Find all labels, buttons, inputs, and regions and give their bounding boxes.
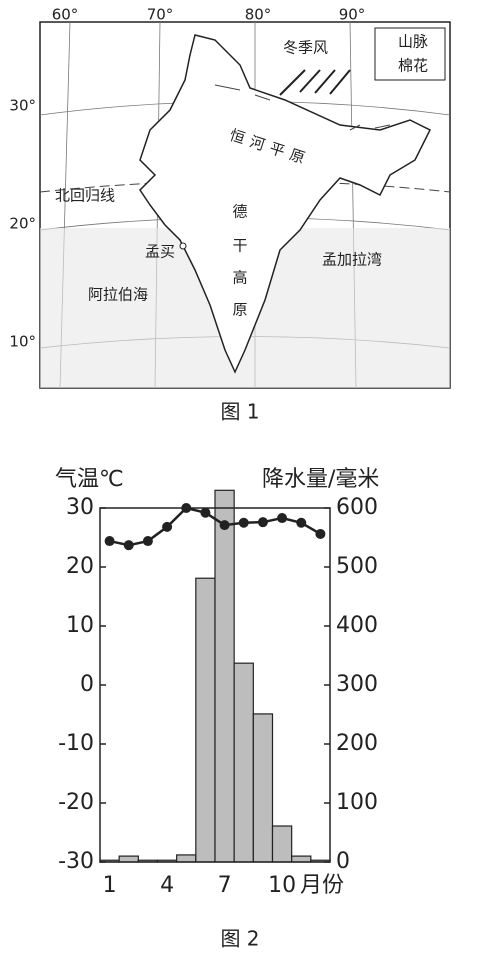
deccan-char: 德 xyxy=(232,203,247,221)
deccan-char: 干 xyxy=(232,237,247,255)
bar xyxy=(252,713,274,863)
y2-tick-label: 300 xyxy=(336,672,378,697)
y2-tick-label: 500 xyxy=(336,554,378,579)
city-label: 孟买 xyxy=(145,243,175,261)
mumbai-dot xyxy=(179,242,187,250)
sea-label: 孟加拉湾 xyxy=(322,251,382,269)
bar xyxy=(214,489,235,863)
y2-axis-label: 降水量/毫米 xyxy=(262,467,379,492)
temperature-point xyxy=(277,513,288,524)
y-tick-label: -20 xyxy=(58,790,94,815)
sea-label: 阿拉伯海 xyxy=(88,286,148,304)
y-axis-label: 气温℃ xyxy=(55,467,124,492)
deccan-char: 高 xyxy=(232,269,247,287)
caption: 图 1 xyxy=(220,400,259,424)
temperature-point xyxy=(219,520,230,531)
temperature-point xyxy=(162,521,173,532)
lat-label: 20° xyxy=(9,215,36,233)
bar xyxy=(195,577,216,863)
temperature-point xyxy=(238,517,249,528)
y-tick-label: -10 xyxy=(58,731,94,756)
y2-tick-label: 200 xyxy=(336,731,378,756)
bar xyxy=(291,855,312,863)
x-tick-label: 4 xyxy=(160,873,174,898)
tropic-label: 北回归线 xyxy=(55,187,115,205)
y-tick-label: -30 xyxy=(58,849,94,874)
map: 60° 70° 80° 90° 30° 20° 10° 冬季风 山脉 棉花 恒河… xyxy=(9,6,451,424)
y-tick-label: 10 xyxy=(66,613,94,638)
bar xyxy=(233,662,254,863)
lon-label: 80° xyxy=(245,6,272,24)
lon-label: 60° xyxy=(52,6,79,24)
monsoon-label: 冬季风 xyxy=(283,39,328,57)
y2-tick-label: 0 xyxy=(336,849,350,874)
lon-label: 90° xyxy=(339,6,366,24)
bar xyxy=(118,855,139,863)
y2-tick-label: 100 xyxy=(336,790,378,815)
temperature-point xyxy=(200,507,211,518)
temperature-point xyxy=(257,517,268,528)
legend-box xyxy=(374,27,446,81)
y-tick-label: 30 xyxy=(66,495,94,520)
temperature-point xyxy=(123,540,134,551)
lat-label: 30° xyxy=(9,97,36,115)
x-axis-label: 月份 xyxy=(300,873,344,898)
monsoon-arrows xyxy=(279,69,351,96)
caption: 图 2 xyxy=(220,927,259,951)
temperature-point xyxy=(315,528,326,539)
x-tick-label: 10 xyxy=(268,873,296,898)
chart: 气温℃ 降水量/毫米 月份 图 2 -30-20-100102030010020… xyxy=(55,467,379,951)
legend-label: 棉花 xyxy=(398,57,428,75)
lat-label: 10° xyxy=(9,333,36,351)
mountains xyxy=(214,84,391,131)
legend-label: 山脉 xyxy=(398,33,428,51)
bar xyxy=(271,825,293,863)
x-tick-label: 1 xyxy=(103,873,117,898)
bar xyxy=(176,854,197,863)
y2-tick-label: 400 xyxy=(336,613,378,638)
y2-tick-label: 600 xyxy=(336,495,378,520)
lon-label: 70° xyxy=(147,6,174,24)
x-tick-label: 7 xyxy=(218,873,232,898)
temperature-point xyxy=(142,536,153,547)
y-tick-label: 20 xyxy=(66,554,94,579)
temperature-point xyxy=(296,517,307,528)
deccan-char: 原 xyxy=(232,301,247,319)
temperature-point xyxy=(104,536,115,547)
india-outline xyxy=(139,34,432,374)
y-tick-label: 0 xyxy=(80,672,94,697)
